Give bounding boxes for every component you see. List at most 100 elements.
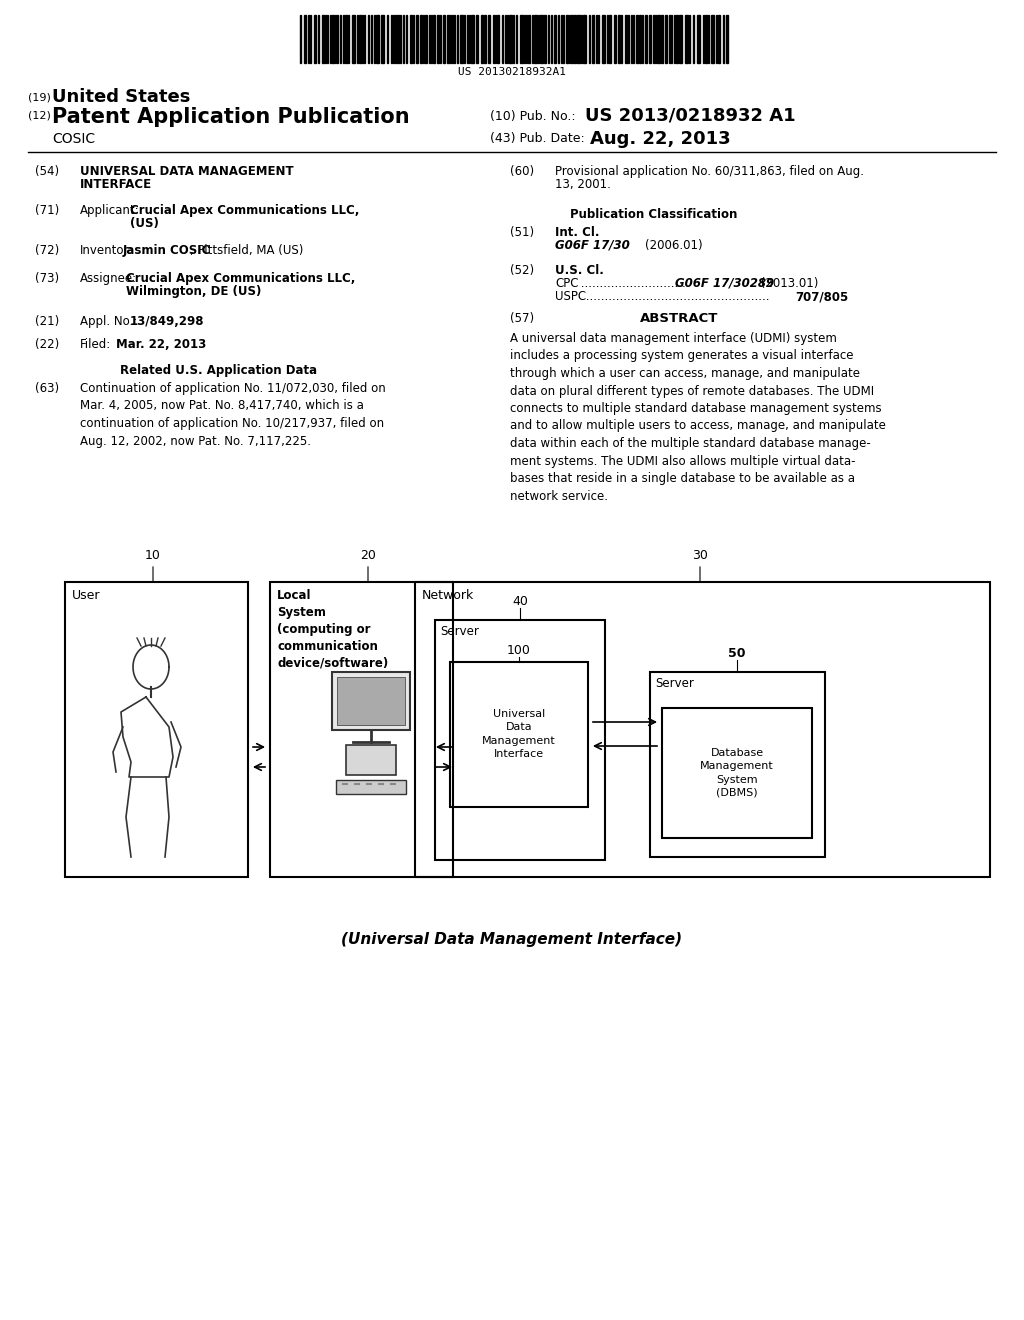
Bar	[410, 15, 412, 63]
Bar	[352, 15, 355, 63]
Bar	[270, 582, 453, 876]
Bar	[544, 15, 546, 63]
Bar	[583, 15, 586, 63]
Text: (US): (US)	[130, 216, 159, 230]
Text: Crucial Apex Communications LLC,: Crucial Apex Communications LLC,	[126, 272, 355, 285]
Bar	[476, 15, 478, 63]
Bar	[528, 15, 530, 63]
Text: CPC: CPC	[555, 277, 579, 290]
Bar	[625, 15, 627, 63]
Text: (43) Pub. Date:: (43) Pub. Date:	[490, 132, 585, 145]
Bar	[554, 15, 556, 63]
Text: A universal data management interface (UDMI) system
includes a processing system: A universal data management interface (U…	[510, 333, 886, 503]
Bar	[685, 15, 688, 63]
Bar	[322, 15, 324, 63]
Text: 30: 30	[692, 549, 708, 562]
Text: G06F 17/30289: G06F 17/30289	[675, 277, 774, 290]
Text: 13/849,298: 13/849,298	[130, 315, 205, 327]
Text: 13, 2001.: 13, 2001.	[555, 178, 611, 191]
Text: Continuation of application No. 11/072,030, filed on
Mar. 4, 2005, now Pat. No. : Continuation of application No. 11/072,0…	[80, 381, 386, 447]
Bar	[447, 15, 449, 63]
Text: (52): (52)	[510, 264, 535, 277]
Text: Local
System
(computing or
communication
device/software): Local System (computing or communication…	[278, 589, 388, 671]
Text: Mar. 22, 2013: Mar. 22, 2013	[116, 338, 206, 351]
Bar	[346, 744, 396, 775]
Text: (71): (71)	[35, 205, 59, 216]
Bar	[397, 15, 399, 63]
Bar	[425, 15, 427, 63]
Text: ABSTRACT: ABSTRACT	[640, 312, 719, 325]
Bar	[676, 15, 678, 63]
Bar	[359, 15, 361, 63]
Text: (21): (21)	[35, 315, 59, 327]
Bar	[497, 15, 499, 63]
Text: United States: United States	[52, 88, 190, 106]
Bar	[471, 15, 474, 63]
Text: Inventor:: Inventor:	[80, 244, 133, 257]
Text: User: User	[72, 589, 100, 602]
Text: Jasmin COSIC: Jasmin COSIC	[123, 244, 211, 257]
Text: Assignee:: Assignee:	[80, 272, 137, 285]
Text: Wilmington, DE (US): Wilmington, DE (US)	[126, 285, 261, 298]
Text: 10: 10	[145, 549, 161, 562]
Text: Publication Classification: Publication Classification	[570, 209, 737, 220]
Bar	[571, 15, 573, 63]
Bar	[705, 15, 707, 63]
Bar	[534, 15, 537, 63]
Bar	[662, 708, 812, 838]
Text: COSIC: COSIC	[52, 132, 95, 147]
Text: U.S. Cl.: U.S. Cl.	[555, 264, 604, 277]
Bar	[540, 15, 543, 63]
Text: (63): (63)	[35, 381, 59, 395]
Bar	[636, 15, 638, 63]
Bar	[433, 15, 435, 63]
Bar	[484, 15, 486, 63]
Text: (73): (73)	[35, 272, 59, 285]
Text: .................................................: ........................................…	[582, 290, 769, 304]
Text: , Pittsfield, MA (US): , Pittsfield, MA (US)	[190, 244, 303, 257]
Text: (10) Pub. No.:: (10) Pub. No.:	[490, 110, 575, 123]
Bar	[488, 15, 490, 63]
Bar	[718, 15, 720, 63]
Text: (57): (57)	[510, 312, 535, 325]
Bar	[726, 15, 728, 63]
Text: Database
Management
System
(DBMS): Database Management System (DBMS)	[700, 748, 774, 797]
Text: Related U.S. Application Data: Related U.S. Application Data	[120, 364, 317, 378]
Text: (2006.01): (2006.01)	[645, 239, 702, 252]
Text: Appl. No.:: Appl. No.:	[80, 315, 137, 327]
Bar	[566, 15, 568, 63]
Text: (12): (12)	[28, 110, 51, 120]
Bar	[665, 15, 667, 63]
Text: 707/805: 707/805	[795, 290, 848, 304]
Bar	[657, 15, 660, 63]
Bar	[697, 15, 700, 63]
Text: USPC: USPC	[555, 290, 586, 304]
Text: G06F 17/30: G06F 17/30	[555, 239, 630, 252]
Bar	[345, 15, 347, 63]
Bar	[614, 15, 616, 63]
Text: (60): (60)	[510, 165, 535, 178]
Text: US 20130218932A1: US 20130218932A1	[458, 67, 566, 77]
Bar	[332, 15, 334, 63]
Bar	[592, 15, 594, 63]
Bar	[376, 15, 379, 63]
Text: 40: 40	[512, 595, 528, 609]
Bar	[639, 15, 641, 63]
Text: Patent Application Publication: Patent Application Publication	[52, 107, 410, 127]
Text: Filed:: Filed:	[80, 338, 112, 351]
Bar	[381, 15, 384, 63]
Bar	[577, 15, 580, 63]
Bar	[65, 582, 248, 876]
Text: ............................: ............................	[577, 277, 686, 290]
Bar	[711, 15, 714, 63]
Bar	[314, 15, 316, 63]
Text: Aug. 22, 2013: Aug. 22, 2013	[590, 129, 731, 148]
Text: (54): (54)	[35, 165, 59, 178]
Text: (72): (72)	[35, 244, 59, 257]
Bar	[645, 15, 647, 63]
Text: Network: Network	[422, 589, 474, 602]
Text: 50: 50	[728, 647, 745, 660]
Bar	[618, 15, 620, 63]
Text: (Universal Data Management Interface): (Universal Data Management Interface)	[341, 932, 683, 946]
Bar	[420, 15, 422, 63]
